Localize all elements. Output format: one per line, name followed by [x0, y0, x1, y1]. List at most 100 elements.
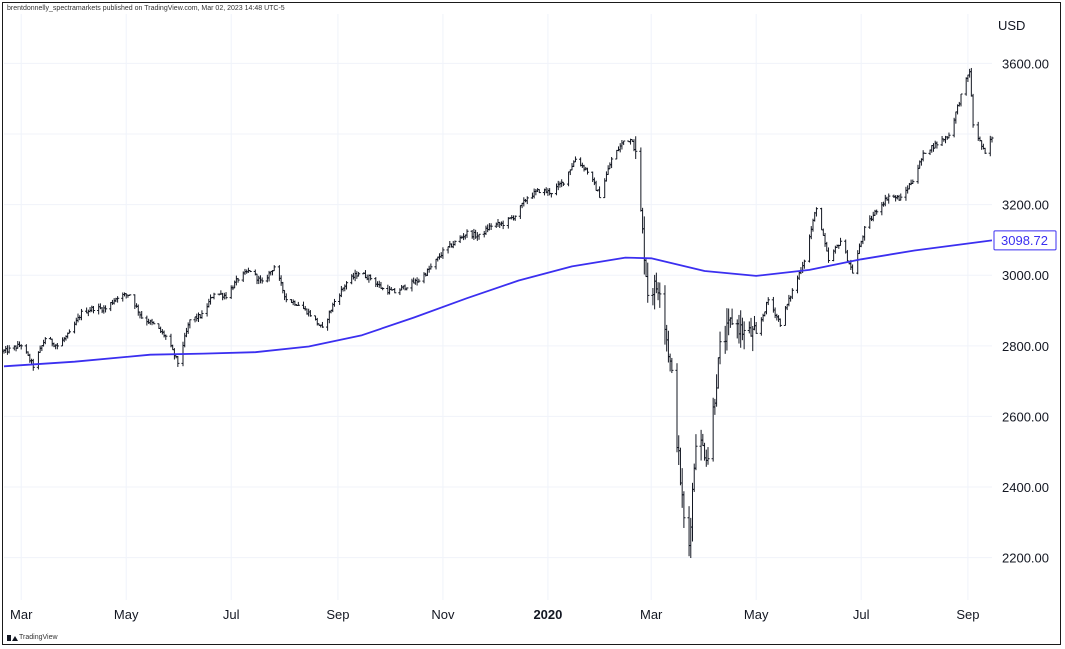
ohlc-bar	[644, 259, 648, 278]
ohlc-bar	[29, 358, 34, 364]
ohlc-bar	[162, 330, 166, 338]
ohlc-bar	[417, 278, 421, 283]
ohlc-bar	[374, 277, 378, 288]
ohlc-bar	[656, 282, 660, 301]
ohlc-bar	[513, 215, 517, 221]
ohlc-bar	[379, 281, 383, 289]
ohlc-bar	[90, 305, 94, 313]
x-tick-label: May	[744, 607, 769, 622]
ohlc-bar	[200, 310, 204, 319]
ohlc-bar	[790, 288, 794, 300]
ohlc-bar	[91, 305, 96, 314]
ohlc-bar	[909, 179, 913, 186]
ohlc-bar	[654, 272, 658, 294]
ohlc-bar	[620, 140, 624, 150]
ohlc-bar	[766, 297, 770, 306]
ohlc-bar	[682, 491, 686, 528]
ohlc-bar	[785, 303, 789, 311]
ohlc-bar	[133, 294, 137, 310]
ohlc-bar	[875, 209, 879, 215]
ohlc-bar	[124, 293, 128, 299]
ohlc-bar	[257, 275, 261, 285]
ohlc-bar	[749, 317, 753, 337]
ma-last-value-label: 3098.72	[993, 230, 1057, 251]
ohlc-bar	[176, 356, 180, 367]
ohlc-bar	[387, 286, 392, 295]
ohlc-bar	[690, 482, 695, 542]
ohlc-bar	[248, 270, 252, 273]
ohlc-bar	[282, 289, 287, 301]
ohlc-bar	[28, 353, 32, 363]
ohlc-bar	[618, 143, 622, 153]
ohlc-bar	[561, 181, 566, 186]
x-tick-label: Mar	[10, 607, 33, 622]
ohlc-bar	[501, 220, 505, 230]
ohlc-bar	[604, 171, 609, 182]
ohlc-bar	[413, 278, 417, 285]
ohlc-bar	[308, 310, 312, 317]
ohlc-bar	[869, 215, 874, 222]
ohlc-bar	[74, 317, 78, 326]
ohlc-bar	[802, 259, 806, 269]
ohlc-bar	[487, 223, 491, 231]
ohlc-bar	[86, 309, 90, 317]
ohlc-bar	[381, 287, 385, 291]
ohlc-bar	[933, 140, 937, 149]
ohlc-bar	[439, 252, 443, 258]
ohlc-bar	[666, 330, 671, 363]
ohlc-bar	[911, 179, 915, 185]
x-tick-label: Jul	[223, 607, 240, 622]
ohlc-bar	[899, 193, 903, 201]
ohlc-bar	[838, 237, 843, 247]
ohlc-bar	[19, 344, 23, 350]
ohlc-bar	[582, 164, 586, 172]
ohlc-bar	[303, 305, 307, 311]
ohlc-bar	[60, 337, 65, 347]
ohlc-bar	[498, 221, 502, 228]
ohlc-bar	[844, 239, 848, 254]
ohlc-bar	[677, 435, 681, 465]
ohlc-bar	[665, 324, 669, 352]
ohlc-bar	[764, 301, 769, 315]
ohlc-bar	[193, 316, 197, 323]
ohlc-bar	[472, 228, 476, 241]
ohlc-bar	[100, 307, 104, 314]
ohlc-bar	[116, 296, 120, 303]
ohlc-bar	[482, 230, 486, 238]
ohlc-bar	[284, 293, 288, 303]
ohlc-bar	[787, 294, 791, 307]
ohlc-bar	[826, 247, 831, 263]
ohlc-bar	[2, 349, 6, 354]
ohlc-bar	[377, 280, 381, 288]
ohlc-bar	[260, 277, 264, 284]
ohlc-bar	[921, 150, 925, 162]
ohlc-bar	[823, 232, 827, 247]
ohlc-bar	[222, 292, 226, 300]
ohlc-bar	[959, 93, 963, 107]
ohlc-bar	[88, 307, 92, 313]
ohlc-bar	[532, 188, 536, 199]
ohlc-bar	[530, 192, 535, 199]
ohlc-bar	[585, 167, 590, 175]
y-tick-label: 2400.00	[1002, 480, 1049, 495]
ohlc-bar	[4, 345, 8, 354]
ohlc-bar	[966, 74, 970, 82]
ohlc-bar	[72, 321, 77, 334]
ohlc-bar	[778, 318, 782, 327]
ohlc-bar	[325, 318, 330, 331]
grid-lines	[4, 14, 992, 600]
ohlc-bar	[990, 136, 994, 143]
ohlc-bar	[102, 305, 106, 314]
ohlc-bar	[152, 321, 156, 325]
ohlc-bar	[506, 217, 510, 229]
x-tick-label: Jul	[853, 607, 870, 622]
ohlc-bar	[301, 301, 306, 310]
ohlc-bar	[5, 345, 10, 355]
ohlc-bar	[183, 332, 187, 348]
y-tick-label: 3200.00	[1002, 198, 1049, 213]
ohlc-bar	[634, 136, 638, 160]
ohlc-bar	[184, 327, 189, 338]
ohlc-bar	[554, 183, 559, 196]
